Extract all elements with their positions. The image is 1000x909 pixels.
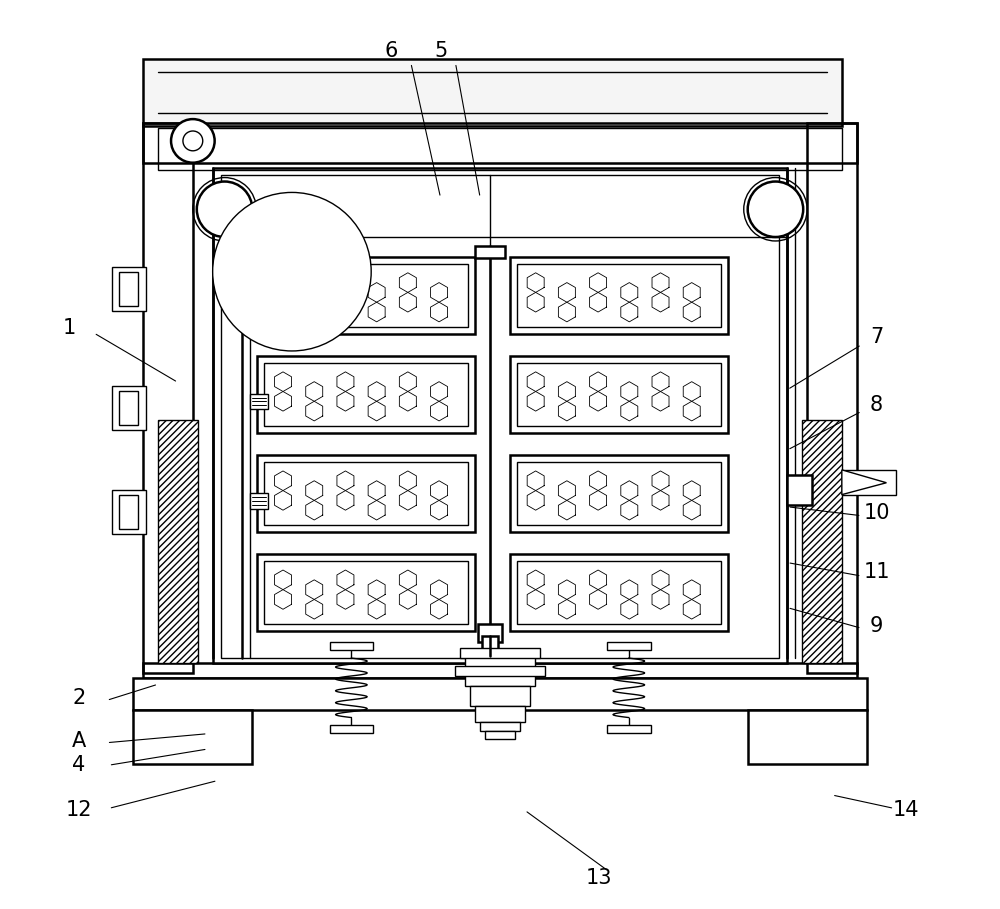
Bar (455, 666, 545, 676)
Bar (119, 494, 138, 529)
Polygon shape (842, 470, 886, 494)
Bar (250, 296, 268, 313)
Bar (510, 554, 728, 632)
Text: 1: 1 (62, 318, 76, 338)
Bar (465, 656, 535, 686)
Bar (264, 363, 468, 426)
Bar (510, 257, 728, 335)
Bar (460, 648, 540, 658)
Bar (133, 710, 252, 764)
Bar (607, 725, 651, 734)
Bar (257, 455, 475, 533)
Circle shape (213, 193, 371, 351)
Bar (143, 123, 857, 163)
Circle shape (748, 182, 803, 237)
Text: 8: 8 (870, 395, 883, 415)
Bar (330, 643, 373, 650)
Text: 10: 10 (863, 503, 890, 523)
Bar (807, 123, 857, 673)
Bar (257, 356, 475, 434)
Circle shape (183, 131, 203, 151)
Bar (158, 420, 198, 663)
Bar (482, 636, 498, 650)
Bar (119, 391, 138, 425)
Text: 13: 13 (586, 868, 612, 888)
Text: A: A (72, 731, 86, 751)
Bar (112, 385, 146, 430)
Bar (257, 257, 475, 335)
Bar (607, 643, 651, 650)
Circle shape (171, 119, 215, 163)
Text: 4: 4 (72, 755, 86, 775)
Bar (330, 725, 373, 734)
Bar (802, 420, 842, 663)
Text: 7: 7 (870, 327, 883, 347)
Bar (510, 356, 728, 434)
Text: 9: 9 (870, 615, 883, 635)
Bar (480, 722, 520, 732)
Bar (119, 272, 138, 306)
Bar (475, 705, 525, 722)
Text: 5: 5 (434, 41, 447, 61)
Bar (264, 264, 468, 327)
Text: 2: 2 (72, 688, 86, 708)
Bar (510, 455, 728, 533)
Bar (221, 175, 779, 658)
Text: 11: 11 (863, 562, 890, 582)
Bar (264, 462, 468, 525)
Bar (478, 624, 502, 643)
Bar (787, 474, 812, 504)
Bar (475, 246, 505, 258)
Bar (112, 266, 146, 311)
Text: 12: 12 (66, 800, 92, 820)
Bar (517, 363, 721, 426)
Bar (517, 462, 721, 525)
Bar (257, 554, 475, 632)
Circle shape (197, 182, 252, 237)
Bar (517, 264, 721, 327)
Text: 14: 14 (893, 800, 919, 820)
Bar (158, 128, 842, 170)
Bar (112, 490, 146, 534)
Bar (143, 123, 193, 673)
Bar (517, 561, 721, 624)
Bar (264, 561, 468, 624)
Bar (143, 59, 842, 126)
Bar (748, 710, 867, 764)
Bar (485, 732, 515, 739)
Bar (470, 686, 530, 705)
Bar (842, 470, 896, 494)
Bar (213, 167, 787, 663)
Bar (250, 394, 268, 409)
Bar (143, 663, 857, 678)
Text: 6: 6 (384, 41, 398, 61)
Bar (250, 493, 268, 508)
Bar (133, 678, 867, 710)
